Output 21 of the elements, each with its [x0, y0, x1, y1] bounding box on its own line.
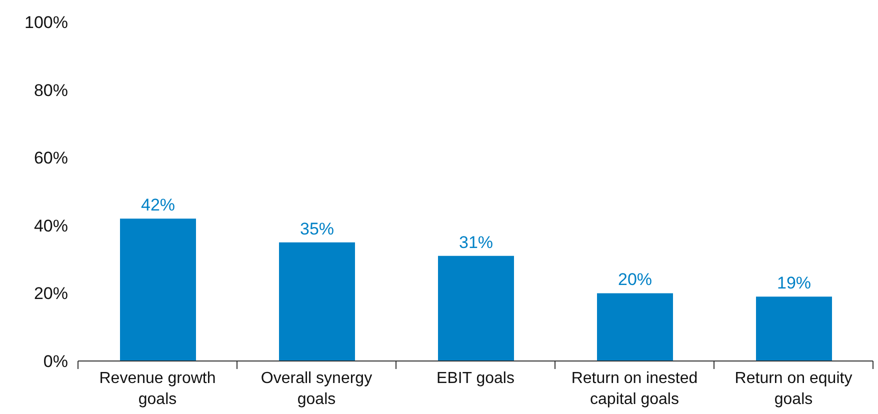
data-label: 20%	[618, 270, 652, 290]
bar	[279, 242, 355, 361]
x-tick-label: Revenue growth goals	[99, 370, 216, 408]
bar	[597, 293, 673, 361]
x-tick-label: Return on inested capital goals	[571, 370, 698, 408]
bar	[438, 256, 514, 361]
bar	[120, 218, 196, 361]
y-tick-label: 100%	[24, 13, 68, 32]
x-tick-label: EBIT goals	[436, 370, 514, 387]
y-tick-label: 40%	[34, 216, 68, 236]
x-tick-label: Return on equity goals	[734, 370, 852, 408]
data-label: 19%	[776, 274, 812, 293]
bar	[756, 296, 832, 361]
y-tick-label: 80%	[34, 80, 68, 100]
x-tick-label: Overall synergy goals	[260, 370, 372, 408]
y-tick-label: 60%	[34, 148, 68, 168]
y-tick-label: 0%	[43, 352, 68, 372]
data-label: 31%	[458, 232, 494, 252]
data-label: 35%	[300, 219, 334, 238]
y-tick-label: 20%	[34, 284, 68, 304]
data-label: 42%	[140, 196, 176, 215]
